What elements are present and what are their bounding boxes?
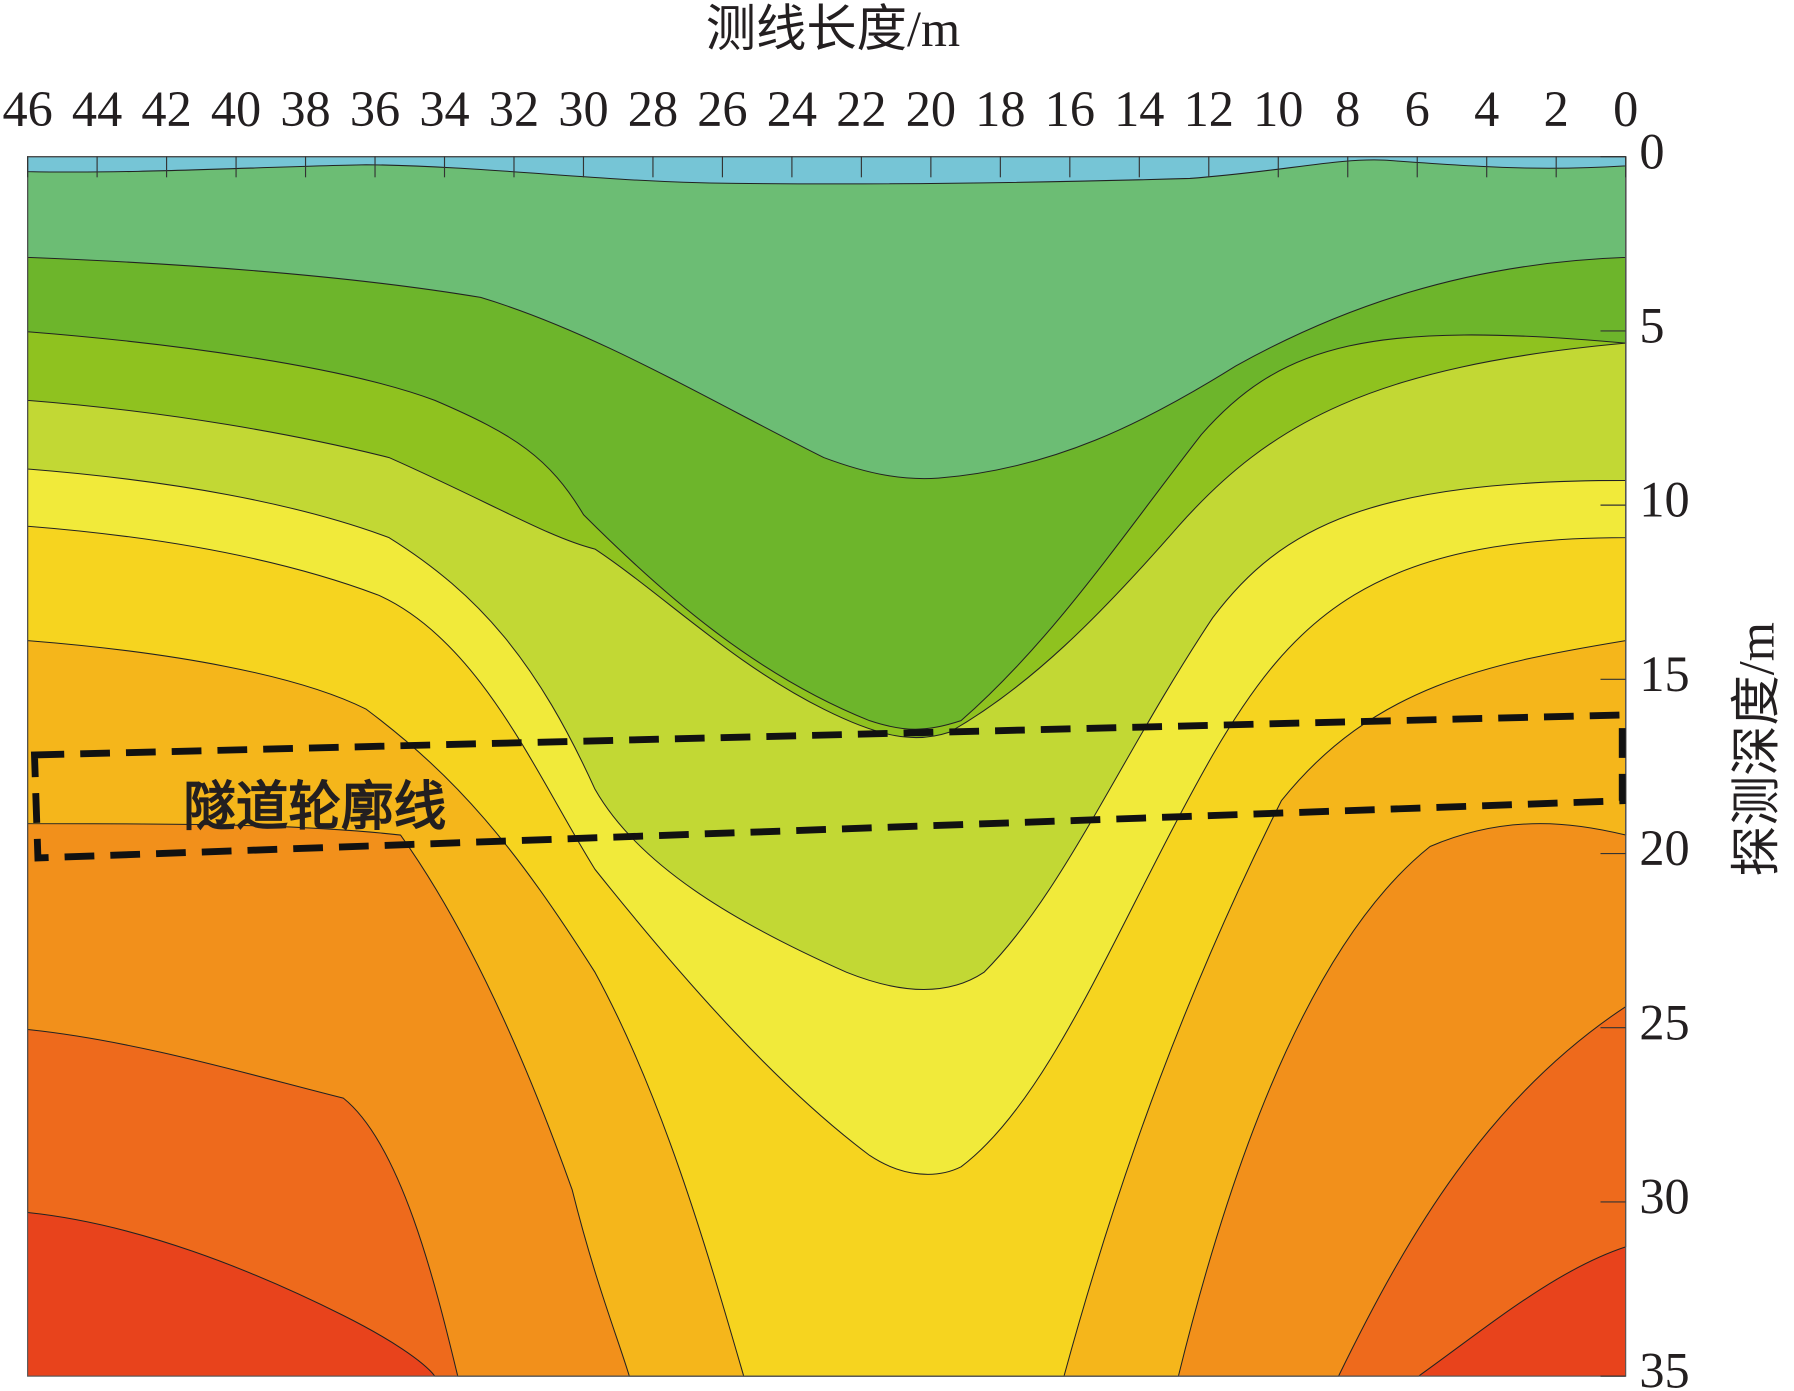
x-tick-label: 46: [2, 81, 52, 137]
y-axis-title: 探测深度/m: [1728, 622, 1784, 876]
x-tick-label: 42: [141, 81, 191, 137]
band: [27, 156, 1627, 480]
y-tick-label: 15: [1639, 646, 1689, 702]
x-tick-label: 20: [906, 81, 956, 137]
contour-field: [27, 156, 1627, 1377]
x-tick-label: 44: [72, 81, 122, 137]
x-tick-label: 4: [1474, 81, 1499, 137]
plot-frame: [27, 156, 1627, 1377]
x-tick-label: 24: [767, 81, 817, 137]
x-tick-label: 0: [1613, 81, 1638, 137]
y-tick-label: 35: [1639, 1343, 1689, 1391]
x-tick-label: 14: [1114, 81, 1164, 137]
y-tick-label: 20: [1639, 820, 1689, 876]
x-tick-label: 22: [836, 81, 886, 137]
x-tick-label: 34: [419, 81, 469, 137]
y-tick-label: 5: [1639, 297, 1664, 353]
x-tick-label: 16: [1045, 81, 1095, 137]
x-tick-label: 10: [1253, 81, 1303, 137]
x-tick-label: 36: [350, 81, 400, 137]
x-axis-title: 测线长度/m: [706, 1, 960, 57]
tunnel-outline: [30, 711, 1626, 862]
x-tick-label: 32: [489, 81, 539, 137]
x-tick-label: 2: [1544, 81, 1569, 137]
x-tick-label: 8: [1335, 81, 1360, 137]
x-tick-label: 18: [975, 81, 1025, 137]
y-tick-label: 10: [1639, 472, 1689, 528]
x-tick-label: 26: [697, 81, 747, 137]
x-tick-label: 38: [280, 81, 330, 137]
band: [27, 156, 1627, 185]
annotation: 隧道轮廓线: [183, 777, 446, 838]
y-tick-label: 30: [1639, 1168, 1689, 1224]
x-tick-label: 28: [628, 81, 678, 137]
x-tick-label: 6: [1405, 81, 1430, 137]
y-tick-label: 25: [1639, 994, 1689, 1050]
y-tick-label: 0: [1639, 123, 1664, 179]
x-tick-label: 12: [1184, 81, 1234, 137]
x-tick-label: 40: [211, 81, 261, 137]
x-tick-label: 30: [558, 81, 608, 137]
